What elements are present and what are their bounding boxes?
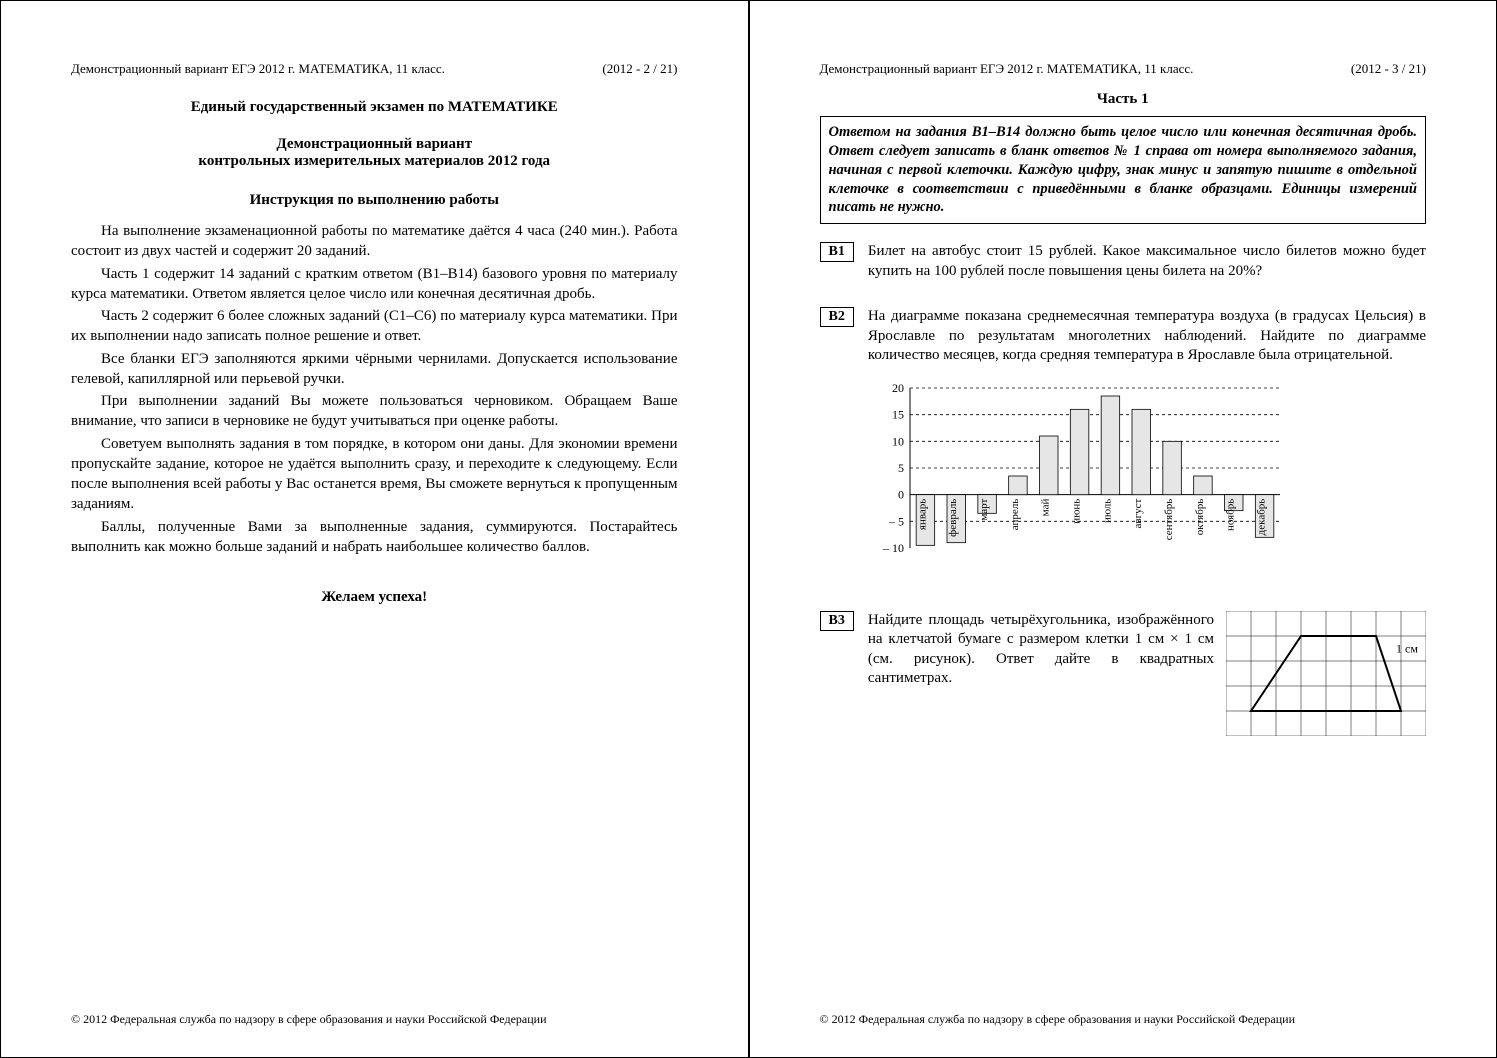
answer-instructions-box: Ответом на задания В1–В14 должно быть це… bbox=[820, 116, 1427, 224]
header-title: Демонстрационный вариант ЕГЭ 2012 г. МАТ… bbox=[71, 61, 445, 77]
page-right: Демонстрационный вариант ЕГЭ 2012 г. МАТ… bbox=[749, 0, 1497, 1058]
svg-text:20: 20 bbox=[892, 381, 904, 395]
task-label-b3: B3 bbox=[820, 611, 854, 631]
svg-text:май: май bbox=[1039, 498, 1051, 516]
variant-title-a: Демонстрационный вариант bbox=[71, 136, 678, 153]
header-pageno: (2012 - 2 / 21) bbox=[602, 61, 677, 77]
page-header-left: Демонстрационный вариант ЕГЭ 2012 г. МАТ… bbox=[71, 61, 678, 77]
svg-text:15: 15 bbox=[892, 407, 904, 421]
svg-text:5: 5 bbox=[898, 461, 904, 475]
task-b1: B1 Билет на автобус стоит 15 рублей. Как… bbox=[820, 242, 1427, 281]
svg-text:январь: январь bbox=[916, 498, 928, 529]
svg-text:10: 10 bbox=[892, 434, 904, 448]
task-text-b1: Билет на автобус стоит 15 рублей. Какое … bbox=[868, 242, 1426, 281]
instr-p6: Советуем выполнять задания в том порядке… bbox=[71, 434, 678, 515]
instructions-body: На выполнение экзаменационной работы по … bbox=[71, 221, 678, 559]
svg-text:– 10: – 10 bbox=[882, 541, 904, 555]
part-title: Часть 1 bbox=[820, 91, 1427, 108]
header-pageno: (2012 - 3 / 21) bbox=[1351, 61, 1426, 77]
svg-text:апрель: апрель bbox=[1008, 498, 1020, 530]
task-b3: B3 Найдите площадь четырёхугольника, изо… bbox=[820, 611, 1427, 741]
task-label-b1: B1 bbox=[820, 242, 854, 262]
footer-left: © 2012 Федеральная служба по надзору в с… bbox=[71, 992, 678, 1027]
instr-p2: Часть 1 содержит 14 заданий с кратким от… bbox=[71, 264, 678, 305]
task-text-b2: На диаграмме показана среднемесячная тем… bbox=[868, 307, 1426, 366]
svg-text:июнь: июнь bbox=[1070, 498, 1082, 523]
svg-text:сентябрь: сентябрь bbox=[1163, 498, 1175, 540]
quad-grid-figure: 1 см bbox=[1226, 611, 1426, 741]
page-spread: Демонстрационный вариант ЕГЭ 2012 г. МАТ… bbox=[0, 0, 1497, 1058]
page-header-right: Демонстрационный вариант ЕГЭ 2012 г. МАТ… bbox=[820, 61, 1427, 77]
exam-title: Единый государственный экзамен по МАТЕМА… bbox=[71, 99, 678, 116]
instr-p7: Баллы, полученные Вами за выполненные за… bbox=[71, 517, 678, 558]
task-text-b3: Найдите площадь четырёхугольника, изобра… bbox=[868, 611, 1214, 689]
instr-p5: При выполнении заданий Вы можете пользов… bbox=[71, 391, 678, 432]
header-title: Демонстрационный вариант ЕГЭ 2012 г. МАТ… bbox=[820, 61, 1194, 77]
instructions-title: Инструкция по выполнению работы bbox=[71, 192, 678, 209]
instr-p4: Все бланки ЕГЭ заполняются яркими чёрным… bbox=[71, 349, 678, 390]
svg-text:июль: июль bbox=[1101, 498, 1113, 522]
svg-text:февраль: февраль bbox=[947, 498, 959, 536]
svg-text:март: март bbox=[978, 498, 990, 520]
instr-p1: На выполнение экзаменационной работы по … bbox=[71, 221, 678, 262]
page-left: Демонстрационный вариант ЕГЭ 2012 г. МАТ… bbox=[0, 0, 749, 1058]
task-b2: B2 На диаграмме показана среднемесячная … bbox=[820, 307, 1427, 366]
svg-text:0: 0 bbox=[898, 487, 904, 501]
svg-text:ноябрь: ноябрь bbox=[1224, 498, 1236, 530]
svg-text:декабрь: декабрь bbox=[1255, 498, 1267, 535]
svg-text:октябрь: октябрь bbox=[1193, 498, 1205, 535]
task-label-b2: B2 bbox=[820, 307, 854, 327]
temperature-chart: 20 15 10 5 0 – 5 – 10 январь февраль март апрель ма… bbox=[870, 378, 1427, 593]
svg-text:– 5: – 5 bbox=[888, 514, 904, 528]
svg-text:1 см: 1 см bbox=[1396, 641, 1418, 655]
svg-text:август: август bbox=[1132, 498, 1144, 528]
variant-title-b: контрольных измерительных материалов 201… bbox=[71, 153, 678, 170]
instr-p3: Часть 2 содержит 6 более сложных заданий… bbox=[71, 306, 678, 347]
wish-text: Желаем успеха! bbox=[71, 589, 678, 606]
footer-right: © 2012 Федеральная служба по надзору в с… bbox=[820, 992, 1427, 1027]
